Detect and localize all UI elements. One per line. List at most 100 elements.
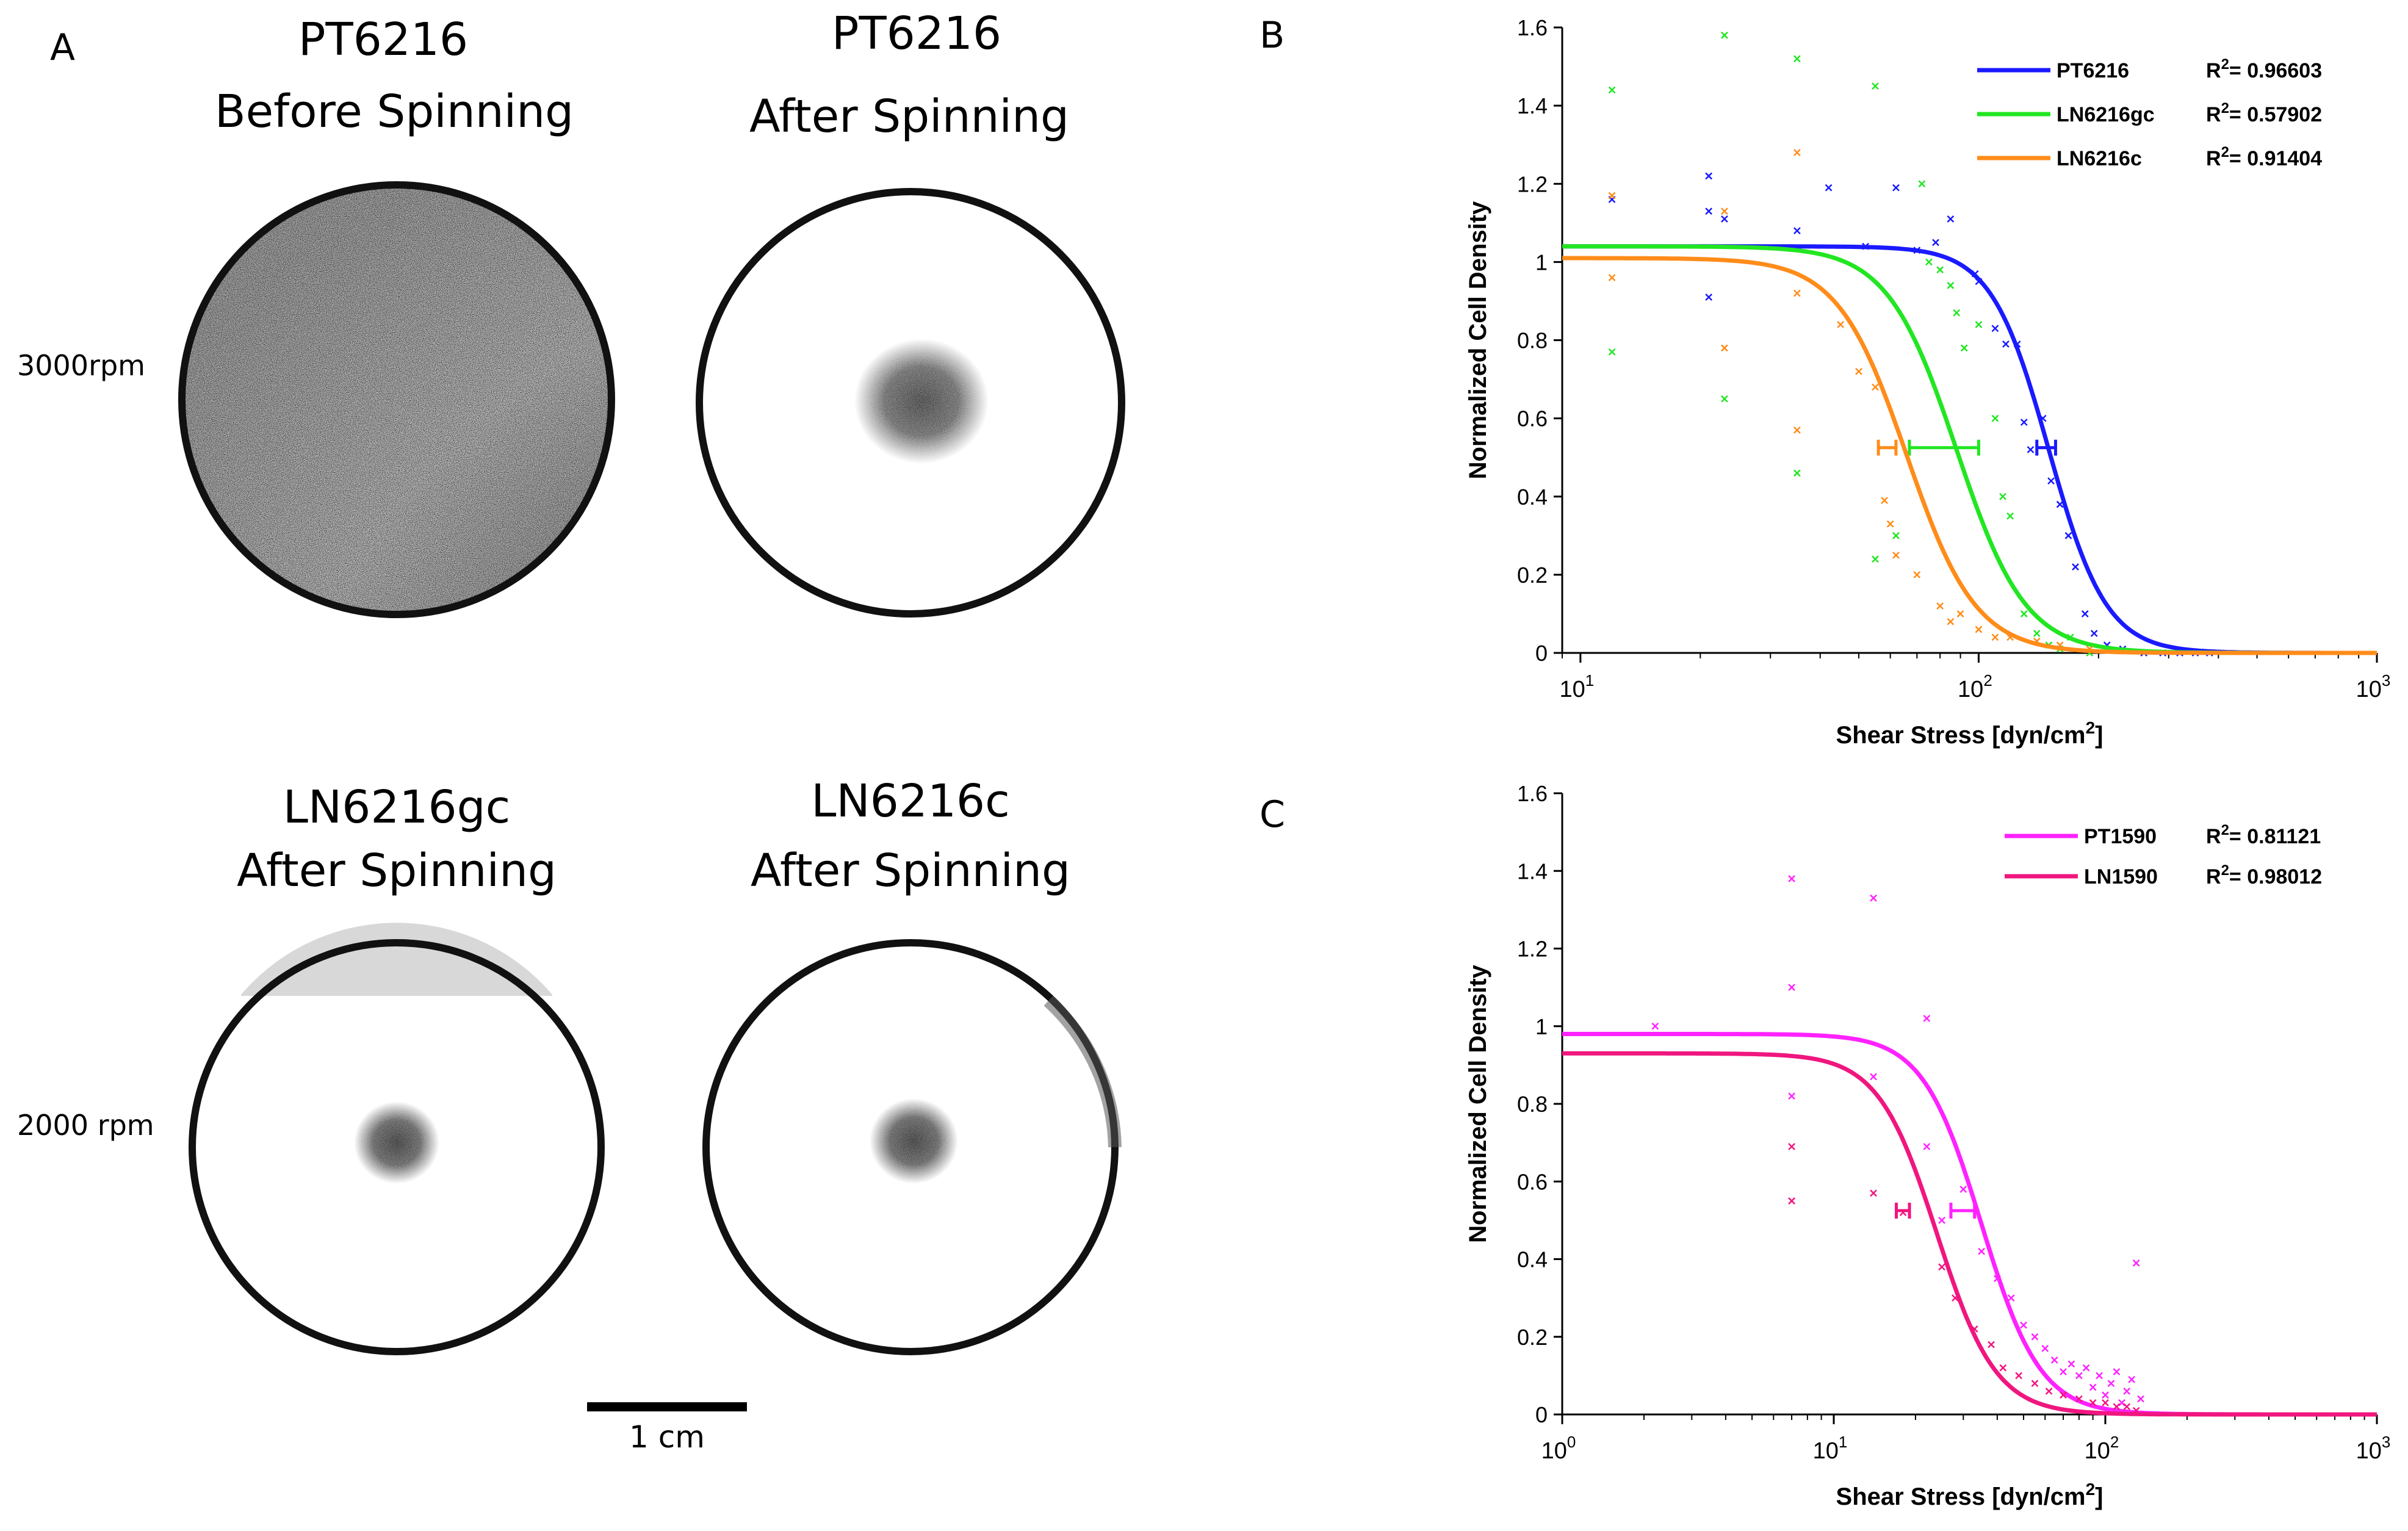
chart-c-pt1590-fit-curve xyxy=(1562,1032,2377,1417)
chart-b-ln6216c-point xyxy=(1975,625,1983,633)
chart-b-y-tick-label: 1.6 xyxy=(1517,15,1548,40)
chart-b-ln6216c-point xyxy=(1793,426,1801,434)
chart-b-ln6216c-point xyxy=(1608,274,1616,281)
chart-b-ln6216gc-point xyxy=(1608,348,1616,356)
chart-c-pt1590-point xyxy=(1870,894,1877,902)
chart-b-y-tick-label: 1.2 xyxy=(1517,171,1548,196)
chart-c-pt1590-point xyxy=(1923,1143,1931,1150)
chart-b-ln6216c-point xyxy=(1721,344,1728,352)
scale-bar-label: 1 cm xyxy=(629,1419,705,1455)
chart-c-y-tick-label: 0.2 xyxy=(1517,1325,1548,1350)
chart-b-y-axis-label: Normalized Cell Density xyxy=(1465,201,1491,479)
chart-b-ln6216c-point xyxy=(1872,383,1879,391)
chart-c-pt1590-error-bar xyxy=(1949,1202,1977,1219)
chart-c-y-tick-label: 1.2 xyxy=(1517,937,1548,962)
chart-b-ln6216gc-point xyxy=(1872,82,1879,90)
dish-ln6216c-after xyxy=(702,939,1122,1355)
chart-c-y-tick-label: 1.6 xyxy=(1517,781,1548,806)
chart-b-ln6216c-error-bar xyxy=(1876,439,1898,456)
chart-c-ln1590-legend-r2: R2= 0.98012 xyxy=(2206,862,2322,888)
chart-b-ln6216c-legend-label: LN6216c xyxy=(2057,147,2142,170)
chart-b-y-tick-label: 1 xyxy=(1535,250,1548,275)
chart-b-ln6216c-point xyxy=(1855,367,1862,375)
chart-c-ln1590-point xyxy=(1988,1341,1995,1349)
chart-b-x-tick-label: 102 xyxy=(1958,671,1992,702)
chart-b-x-axis-label: Shear Stress [dyn/cm2] xyxy=(1836,718,2103,749)
chart-b-x-tick-label: 103 xyxy=(2356,671,2391,702)
dish-pt6216-after xyxy=(696,188,1125,618)
chart-b-ln6216gc-point xyxy=(1872,555,1879,563)
chart-c-pt1590-point xyxy=(2118,1399,2125,1407)
panel-b-letter: B xyxy=(1260,14,1285,57)
chart-b-ln6216gc-point xyxy=(1975,320,1983,328)
chart-b-ln6216gc-point xyxy=(1953,309,1961,317)
chart-c-pt1590-point xyxy=(2089,1383,2097,1391)
chart-b-ln6216gc-point xyxy=(2020,610,2028,618)
chart-c-ln1590-fit-curve xyxy=(1562,1051,2377,1417)
chart-c-pt1590-point xyxy=(2137,1395,2144,1403)
chart-b-y-tick-label: 0.4 xyxy=(1517,485,1548,510)
chart-b-ln6216c-fit-curve xyxy=(1562,256,2377,655)
chart-c-ln1590-point xyxy=(2123,1403,2131,1411)
chart-b-ln6216c-point xyxy=(1793,149,1801,156)
chart-c-x-tick-label: 100 xyxy=(1541,1433,1576,1464)
chart-c-ln1590-point xyxy=(1870,1189,1877,1197)
chart-b-pt6216-point xyxy=(1793,227,1801,235)
chart-b-ln6216gc-fit-curve xyxy=(1562,244,2377,655)
chart-c-y-tick-label: 0.6 xyxy=(1517,1169,1548,1194)
chart-b-pt6216-point xyxy=(1825,184,1833,192)
chart-b-ln6216c-point xyxy=(1947,618,1955,625)
chart-c-x-tick-label: 103 xyxy=(2356,1433,2391,1464)
chart-b-ln6216gc-point xyxy=(1892,531,1900,539)
chart-b-pt6216-point xyxy=(1892,184,1900,192)
chart-b-ln6216c-point xyxy=(1837,320,1845,328)
chart-c-pt1590-point xyxy=(2082,1364,2090,1372)
chart-b-pt6216-point xyxy=(1705,294,1713,301)
chart-c-y-tick-label: 0 xyxy=(1535,1402,1548,1427)
chart-c-ln1590-legend-label: LN1590 xyxy=(2084,865,2158,888)
chart-c-pt1590-point xyxy=(2031,1333,2039,1341)
chart-b-ln6216gc-point xyxy=(1947,281,1955,289)
chart-c-y-tick-label: 1 xyxy=(1535,1014,1548,1039)
chart-c-pt1590-point xyxy=(2102,1391,2109,1399)
chart-c-pt1590-point xyxy=(2050,1356,2058,1364)
chart-c-x-axis-label: Shear Stress [dyn/cm2] xyxy=(1836,1480,2103,1510)
chart-b-ln6216gc-point xyxy=(1608,86,1616,94)
header-top-left-line2: Before Spinning xyxy=(215,85,574,138)
chart-c-ln1590-point xyxy=(2102,1399,2109,1407)
chart-b-ln6216gc-point xyxy=(1991,414,1999,422)
chart-c-ln1590-error-bar xyxy=(1895,1202,1911,1219)
chart-c-pt1590-legend-label: PT1590 xyxy=(2084,825,2157,848)
chart-b-pt6216-point xyxy=(2064,531,2072,539)
chart-c-x-tick-label: 101 xyxy=(1813,1433,1848,1464)
header-bottom-right-line1: LN6216c xyxy=(811,775,1010,827)
chart-b-ln6216c-point xyxy=(1892,551,1900,559)
chart-b-ln6216gc-error-bar xyxy=(1908,439,1980,456)
panel-c-letter: C xyxy=(1260,793,1285,836)
chart-c-pt1590-point xyxy=(1651,1022,1659,1030)
chart-c: 0 0.2 0.4 0.6 0.8 1 1.2 1.4 1.6 100 101 102 103 Shear… xyxy=(1465,781,2390,1510)
dish-ln6216gc-after xyxy=(189,923,605,1355)
chart-b-ln6216c-point xyxy=(1793,289,1801,297)
chart-b-ln6216gc-point xyxy=(1793,469,1801,477)
chart-c-ln1590-point xyxy=(2060,1391,2067,1399)
chart-c-pt1590-legend-r2: R2= 0.81121 xyxy=(2206,822,2321,848)
chart-b-ln6216c-legend-r2: R2= 0.91404 xyxy=(2206,144,2322,170)
chart-c-pt1590-point xyxy=(1870,1073,1877,1081)
chart-b-pt6216-point xyxy=(1991,325,1999,333)
header-bottom-left-line1: LN6216gc xyxy=(283,781,511,834)
chart-b-y-tick-label: 1.4 xyxy=(1517,93,1548,118)
chart-c-pt1590-point xyxy=(1938,1216,1945,1224)
chart-b-y-tick-label: 0.2 xyxy=(1517,563,1548,588)
chart-c-ln1590-point xyxy=(2045,1387,2053,1395)
header-top-right-line1: PT6216 xyxy=(832,7,1001,60)
chart-b-ln6216c-point xyxy=(1721,207,1728,215)
chart-b-pt6216-legend-label: PT6216 xyxy=(2057,59,2129,82)
chart-b-pt6216-point xyxy=(1932,239,1939,247)
chart-b-pt6216-point xyxy=(2002,340,2010,348)
panel-a-letter: A xyxy=(50,26,75,69)
chart-b-pt6216-fit-curve xyxy=(1562,244,2377,655)
chart-c-pt1590-point xyxy=(2007,1294,2015,1302)
chart-b-pt6216-legend-r2: R2= 0.96603 xyxy=(2206,56,2322,82)
